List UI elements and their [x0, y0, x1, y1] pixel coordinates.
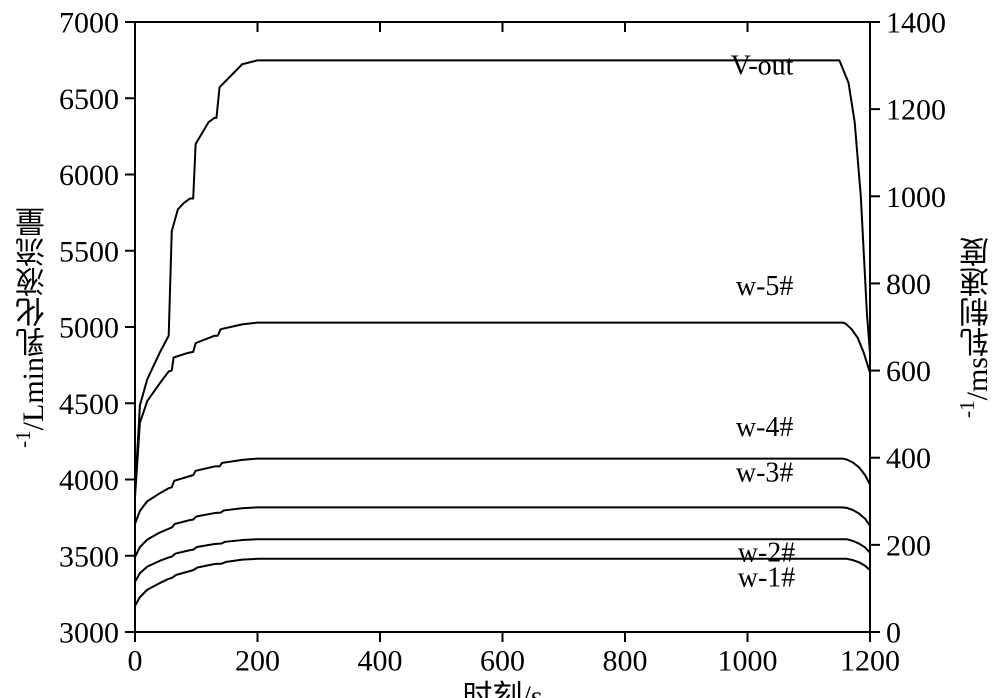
series-label-V-out: V-out [731, 50, 794, 81]
series-group [135, 60, 870, 606]
y-right-tick-label: 0 [886, 617, 901, 650]
y-left-tick-label: 4500 [59, 388, 119, 421]
y-left-tick-label: 3000 [59, 617, 119, 650]
y-right-tick-label: 600 [886, 355, 931, 388]
series-label-w-3#: w-3# [736, 458, 794, 489]
y-right-tick-label: 200 [886, 529, 931, 562]
y-left-tick-label: 7000 [59, 7, 119, 40]
y-right-tick-label: 800 [886, 268, 931, 301]
x-axis-label: 时刻/s [462, 680, 542, 698]
x-tick-label: 600 [480, 645, 525, 678]
series-label-w-5#: w-5# [736, 271, 794, 302]
y-left-tick-label: 4000 [59, 464, 119, 497]
chart-container: 020040060080010001200时刻/s300035004000450… [0, 0, 1000, 698]
y-right-tick-label: 1400 [886, 7, 946, 40]
y-left-tick-label: 5000 [59, 312, 119, 345]
emulsion-flow-vs-rolling-speed-chart: 020040060080010001200时刻/s300035004000450… [0, 0, 1000, 698]
y-left-axis-label: -1/Lmin乳化液流量 [10, 32, 50, 622]
y-right-tick-label: 1200 [886, 94, 946, 127]
y-left-tick-label: 5500 [59, 235, 119, 268]
y-right-axis-label: -1/ms轧制速度 [954, 32, 994, 622]
x-tick-label: 1000 [718, 645, 778, 678]
y-left-tick-label: 6500 [59, 83, 119, 116]
x-tick-label: 200 [235, 645, 280, 678]
y-right-tick-label: 1000 [886, 181, 946, 214]
x-tick-label: 400 [358, 645, 403, 678]
y-left-tick-label: 6000 [59, 159, 119, 192]
x-tick-label: 800 [603, 645, 648, 678]
x-tick-label: 0 [128, 645, 143, 678]
y-right-tick-label: 400 [886, 442, 931, 475]
series-label-w-1#: w-1# [738, 562, 796, 593]
series-label-w-4#: w-4# [736, 412, 794, 443]
y-left-tick-label: 3500 [59, 540, 119, 573]
